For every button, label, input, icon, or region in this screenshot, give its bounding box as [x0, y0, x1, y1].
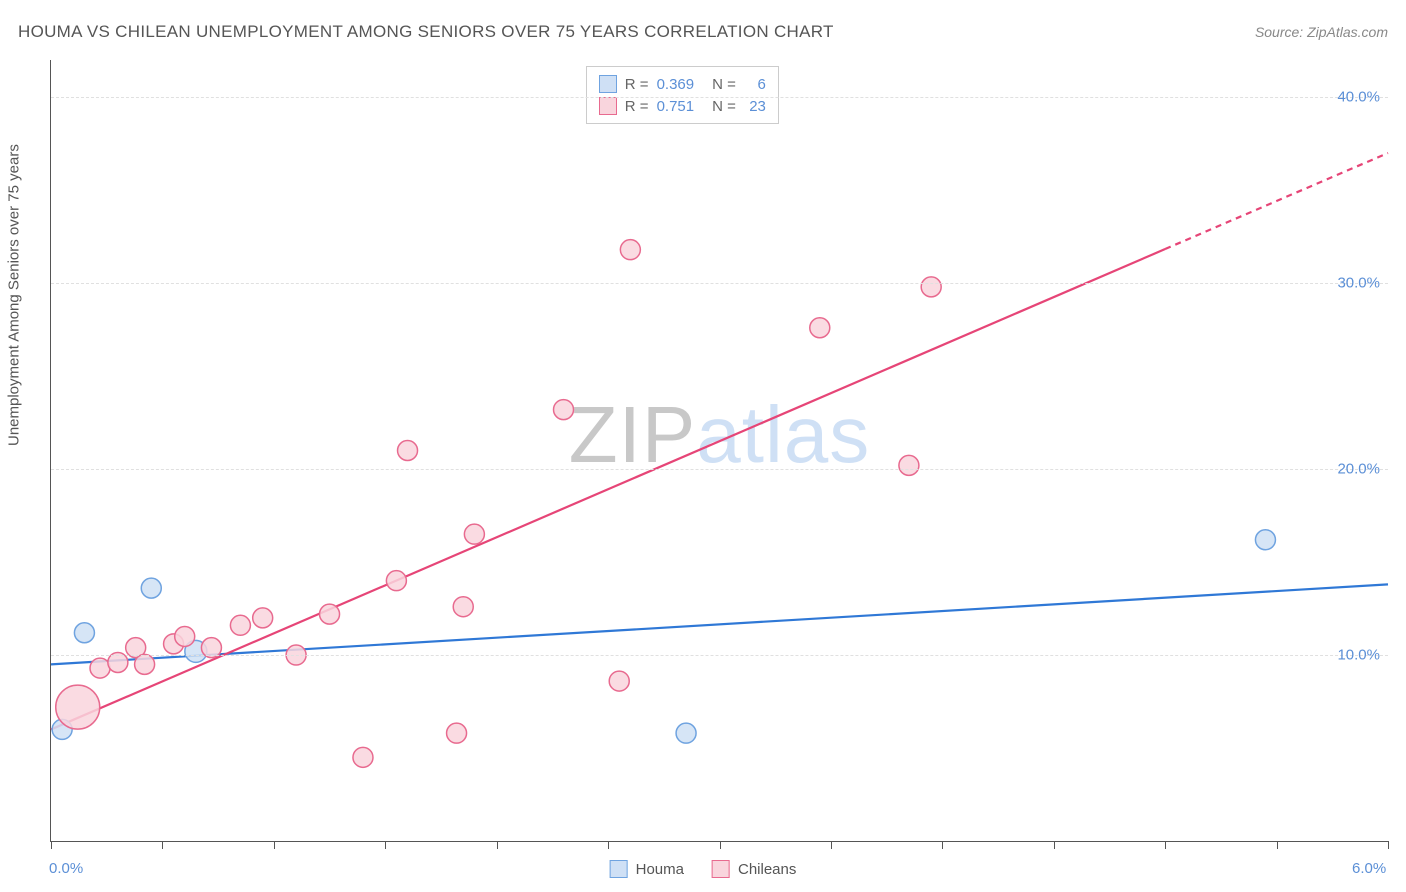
houma-swatch-icon	[610, 860, 628, 878]
chart-container: HOUMA VS CHILEAN UNEMPLOYMENT AMONG SENI…	[0, 0, 1406, 892]
legend-item-chileans: Chileans	[712, 860, 796, 878]
y-tick-label: 20.0%	[1337, 461, 1380, 478]
y-tick-label: 30.0%	[1337, 275, 1380, 292]
x-tick-label: 6.0%	[1352, 860, 1386, 877]
y-tick-label: 10.0%	[1337, 647, 1380, 664]
plot-svg	[51, 60, 1388, 841]
y-axis-label: Unemployment Among Seniors over 75 years	[6, 144, 23, 446]
legend-item-houma: Houma	[610, 860, 684, 878]
legend-label-chileans: Chileans	[738, 861, 796, 878]
chart-title: HOUMA VS CHILEAN UNEMPLOYMENT AMONG SENI…	[18, 22, 834, 42]
x-tick-label: 0.0%	[49, 860, 83, 877]
legend-label-houma: Houma	[636, 861, 684, 878]
y-tick-label: 40.0%	[1337, 89, 1380, 106]
chileans-swatch-icon	[712, 860, 730, 878]
bottom-legend: Houma Chileans	[610, 860, 797, 878]
source-attribution: Source: ZipAtlas.com	[1255, 24, 1388, 40]
plot-area: ZIPatlas R = 0.369 N = 6 R = 0.751 N = 2…	[50, 60, 1388, 842]
